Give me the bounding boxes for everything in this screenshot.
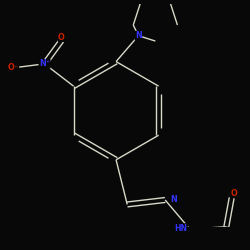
Text: N⁺: N⁺ [39,59,50,68]
Text: O: O [230,189,237,198]
Text: N: N [135,31,142,40]
Text: O⁻: O⁻ [8,63,19,72]
Text: N: N [170,196,177,204]
Text: O: O [58,32,65,42]
Text: HN: HN [174,224,188,232]
